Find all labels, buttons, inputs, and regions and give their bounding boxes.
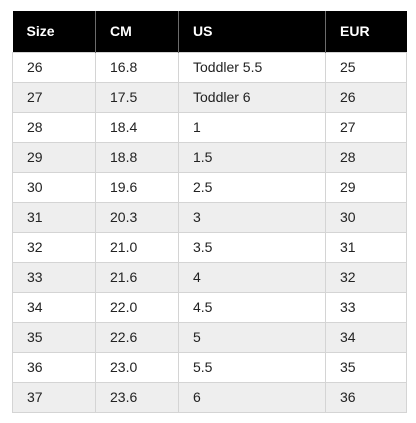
us-cell: 2.5 bbox=[178, 171, 326, 203]
size-cell: 30 bbox=[12, 171, 96, 203]
size-cell: 33 bbox=[12, 261, 96, 293]
us-cell: Toddler 5.5 bbox=[178, 51, 326, 83]
cm-cell: 19.6 bbox=[95, 171, 179, 203]
size-chart-table: Size CM US EUR 26 16.8 Toddler 5.5 25 27 17.5… bbox=[12, 11, 407, 413]
size-cell: 35 bbox=[12, 321, 96, 353]
eur-cell: 36 bbox=[325, 381, 407, 413]
eur-cell: 28 bbox=[325, 141, 407, 173]
eur-cell: 32 bbox=[325, 261, 407, 293]
eur-cell: 27 bbox=[325, 111, 407, 143]
us-cell: 1 bbox=[178, 111, 326, 143]
table-row: 36 23.0 5.5 35 bbox=[12, 351, 407, 383]
size-cell: 31 bbox=[12, 201, 96, 233]
table-row: 34 22.0 4.5 33 bbox=[12, 291, 407, 323]
size-cell: 32 bbox=[12, 231, 96, 263]
cm-cell: 16.8 bbox=[95, 51, 179, 83]
size-cell: 26 bbox=[12, 51, 96, 83]
table-row: 29 18.8 1.5 28 bbox=[12, 141, 407, 173]
table-row: 27 17.5 Toddler 6 26 bbox=[12, 81, 407, 113]
table-header: Size CM US EUR bbox=[12, 11, 407, 52]
us-cell: 1.5 bbox=[178, 141, 326, 173]
size-cell: 37 bbox=[12, 381, 96, 413]
header-size: Size bbox=[12, 11, 96, 52]
cm-cell: 17.5 bbox=[95, 81, 179, 113]
table-row: 35 22.6 5 34 bbox=[12, 321, 407, 353]
header-row: Size CM US EUR bbox=[12, 11, 407, 52]
us-cell: 5 bbox=[178, 321, 326, 353]
cm-cell: 18.8 bbox=[95, 141, 179, 173]
cm-cell: 20.3 bbox=[95, 201, 179, 233]
size-cell: 28 bbox=[12, 111, 96, 143]
table-row: 26 16.8 Toddler 5.5 25 bbox=[12, 51, 407, 83]
size-cell: 36 bbox=[12, 351, 96, 383]
us-cell: 4.5 bbox=[178, 291, 326, 323]
size-cell: 27 bbox=[12, 81, 96, 113]
size-cell: 34 bbox=[12, 291, 96, 323]
cm-cell: 22.6 bbox=[95, 321, 179, 353]
cm-cell: 21.0 bbox=[95, 231, 179, 263]
header-eur: EUR bbox=[325, 11, 407, 52]
table-row: 32 21.0 3.5 31 bbox=[12, 231, 407, 263]
header-us: US bbox=[178, 11, 326, 52]
table-body: 26 16.8 Toddler 5.5 25 27 17.5 Toddler 6 26 28 18… bbox=[12, 51, 407, 413]
cm-cell: 23.6 bbox=[95, 381, 179, 413]
eur-cell: 33 bbox=[325, 291, 407, 323]
table-row: 30 19.6 2.5 29 bbox=[12, 171, 407, 203]
header-cm: CM bbox=[95, 11, 179, 52]
us-cell: 4 bbox=[178, 261, 326, 293]
us-cell: Toddler 6 bbox=[178, 81, 326, 113]
eur-cell: 29 bbox=[325, 171, 407, 203]
cm-cell: 18.4 bbox=[95, 111, 179, 143]
cm-cell: 21.6 bbox=[95, 261, 179, 293]
cm-cell: 23.0 bbox=[95, 351, 179, 383]
us-cell: 3 bbox=[178, 201, 326, 233]
eur-cell: 26 bbox=[325, 81, 407, 113]
us-cell: 6 bbox=[178, 381, 326, 413]
us-cell: 5.5 bbox=[178, 351, 326, 383]
table-row: 33 21.6 4 32 bbox=[12, 261, 407, 293]
eur-cell: 30 bbox=[325, 201, 407, 233]
table-row: 37 23.6 6 36 bbox=[12, 381, 407, 413]
table-row: 31 20.3 3 30 bbox=[12, 201, 407, 233]
cm-cell: 22.0 bbox=[95, 291, 179, 323]
eur-cell: 31 bbox=[325, 231, 407, 263]
size-chart: Size CM US EUR 26 16.8 Toddler 5.5 25 27 17.5… bbox=[12, 11, 407, 413]
table-row: 28 18.4 1 27 bbox=[12, 111, 407, 143]
eur-cell: 25 bbox=[325, 51, 407, 83]
us-cell: 3.5 bbox=[178, 231, 326, 263]
size-cell: 29 bbox=[12, 141, 96, 173]
eur-cell: 34 bbox=[325, 321, 407, 353]
eur-cell: 35 bbox=[325, 351, 407, 383]
